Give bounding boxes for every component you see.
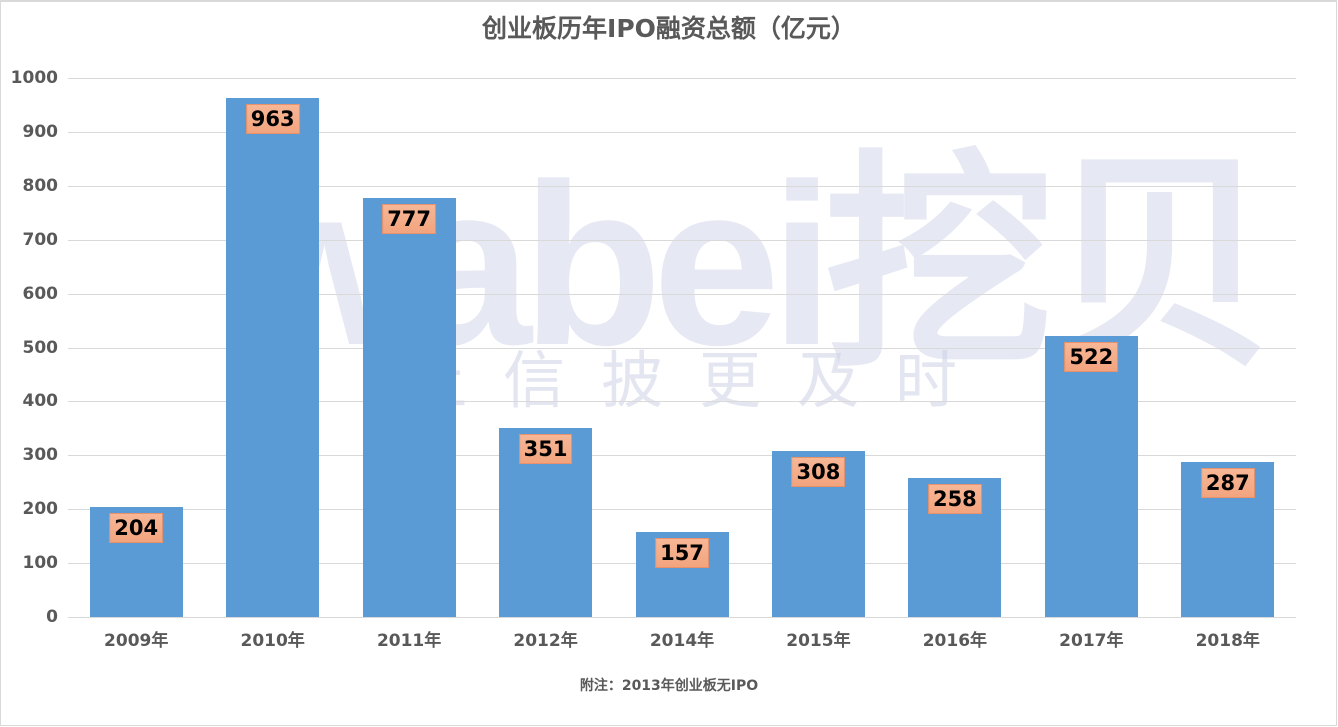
y-axis-tick-label: 700 bbox=[22, 229, 59, 250]
y-axis-tick-label: 500 bbox=[22, 337, 59, 358]
data-label: 351 bbox=[518, 433, 573, 464]
gridline bbox=[68, 401, 1296, 403]
data-label: 308 bbox=[791, 456, 846, 487]
y-axis-tick-label: 800 bbox=[22, 175, 59, 196]
y-axis-tick-label: 200 bbox=[22, 499, 59, 520]
x-axis-tick-label: 2009年 bbox=[104, 631, 169, 651]
x-axis-tick-label: 2016年 bbox=[922, 631, 988, 651]
data-label: 157 bbox=[655, 538, 709, 569]
y-axis-tick-label: 600 bbox=[22, 283, 59, 304]
x-axis-tick-label: 2018年 bbox=[1195, 631, 1260, 651]
gridline bbox=[68, 617, 1296, 618]
gridline bbox=[68, 131, 1296, 133]
bar-2011年 bbox=[362, 198, 456, 617]
y-axis-tick-label: 0 bbox=[46, 607, 58, 627]
x-axis-tick-label: 2011年 bbox=[376, 631, 442, 651]
y-axis-tick-label: 1000 bbox=[10, 68, 58, 88]
gridline bbox=[68, 78, 1296, 79]
chart-title: 创业板历年IPO融资总额（亿元） bbox=[482, 14, 856, 43]
y-axis-tick-label: 300 bbox=[22, 445, 59, 466]
x-axis-tick-label: 2012年 bbox=[513, 631, 578, 651]
y-axis-tick-label: 100 bbox=[22, 553, 59, 574]
gridline bbox=[68, 455, 1296, 457]
y-axis-tick-label: 400 bbox=[22, 391, 59, 412]
gridline bbox=[68, 347, 1296, 349]
bar-2017年 bbox=[1044, 335, 1138, 617]
plot-area: 0 100 200 300 400 500 600 700 800 900 1000 204 2009年… bbox=[11, 68, 1296, 651]
bar-2010年 bbox=[226, 97, 320, 617]
data-label: 287 bbox=[1200, 468, 1255, 499]
gridline bbox=[68, 293, 1296, 295]
data-label: 258 bbox=[927, 483, 982, 514]
gridline bbox=[68, 185, 1296, 187]
x-axis-tick-label: 2010年 bbox=[240, 631, 305, 651]
gridline bbox=[68, 509, 1296, 511]
y-axis-tick-label: 900 bbox=[22, 121, 59, 142]
data-label: 522 bbox=[1064, 341, 1119, 372]
gridline bbox=[68, 239, 1296, 241]
x-axis-tick-label: 2017年 bbox=[1059, 631, 1124, 651]
chart-footnote: 附注：2013年创业板无IPO bbox=[579, 678, 759, 694]
data-label: 777 bbox=[382, 204, 437, 235]
x-axis-tick-label: 2015年 bbox=[786, 631, 851, 651]
data-label: 204 bbox=[109, 513, 164, 544]
data-label: 963 bbox=[245, 103, 300, 134]
x-axis-tick-label: 2014年 bbox=[649, 631, 715, 651]
